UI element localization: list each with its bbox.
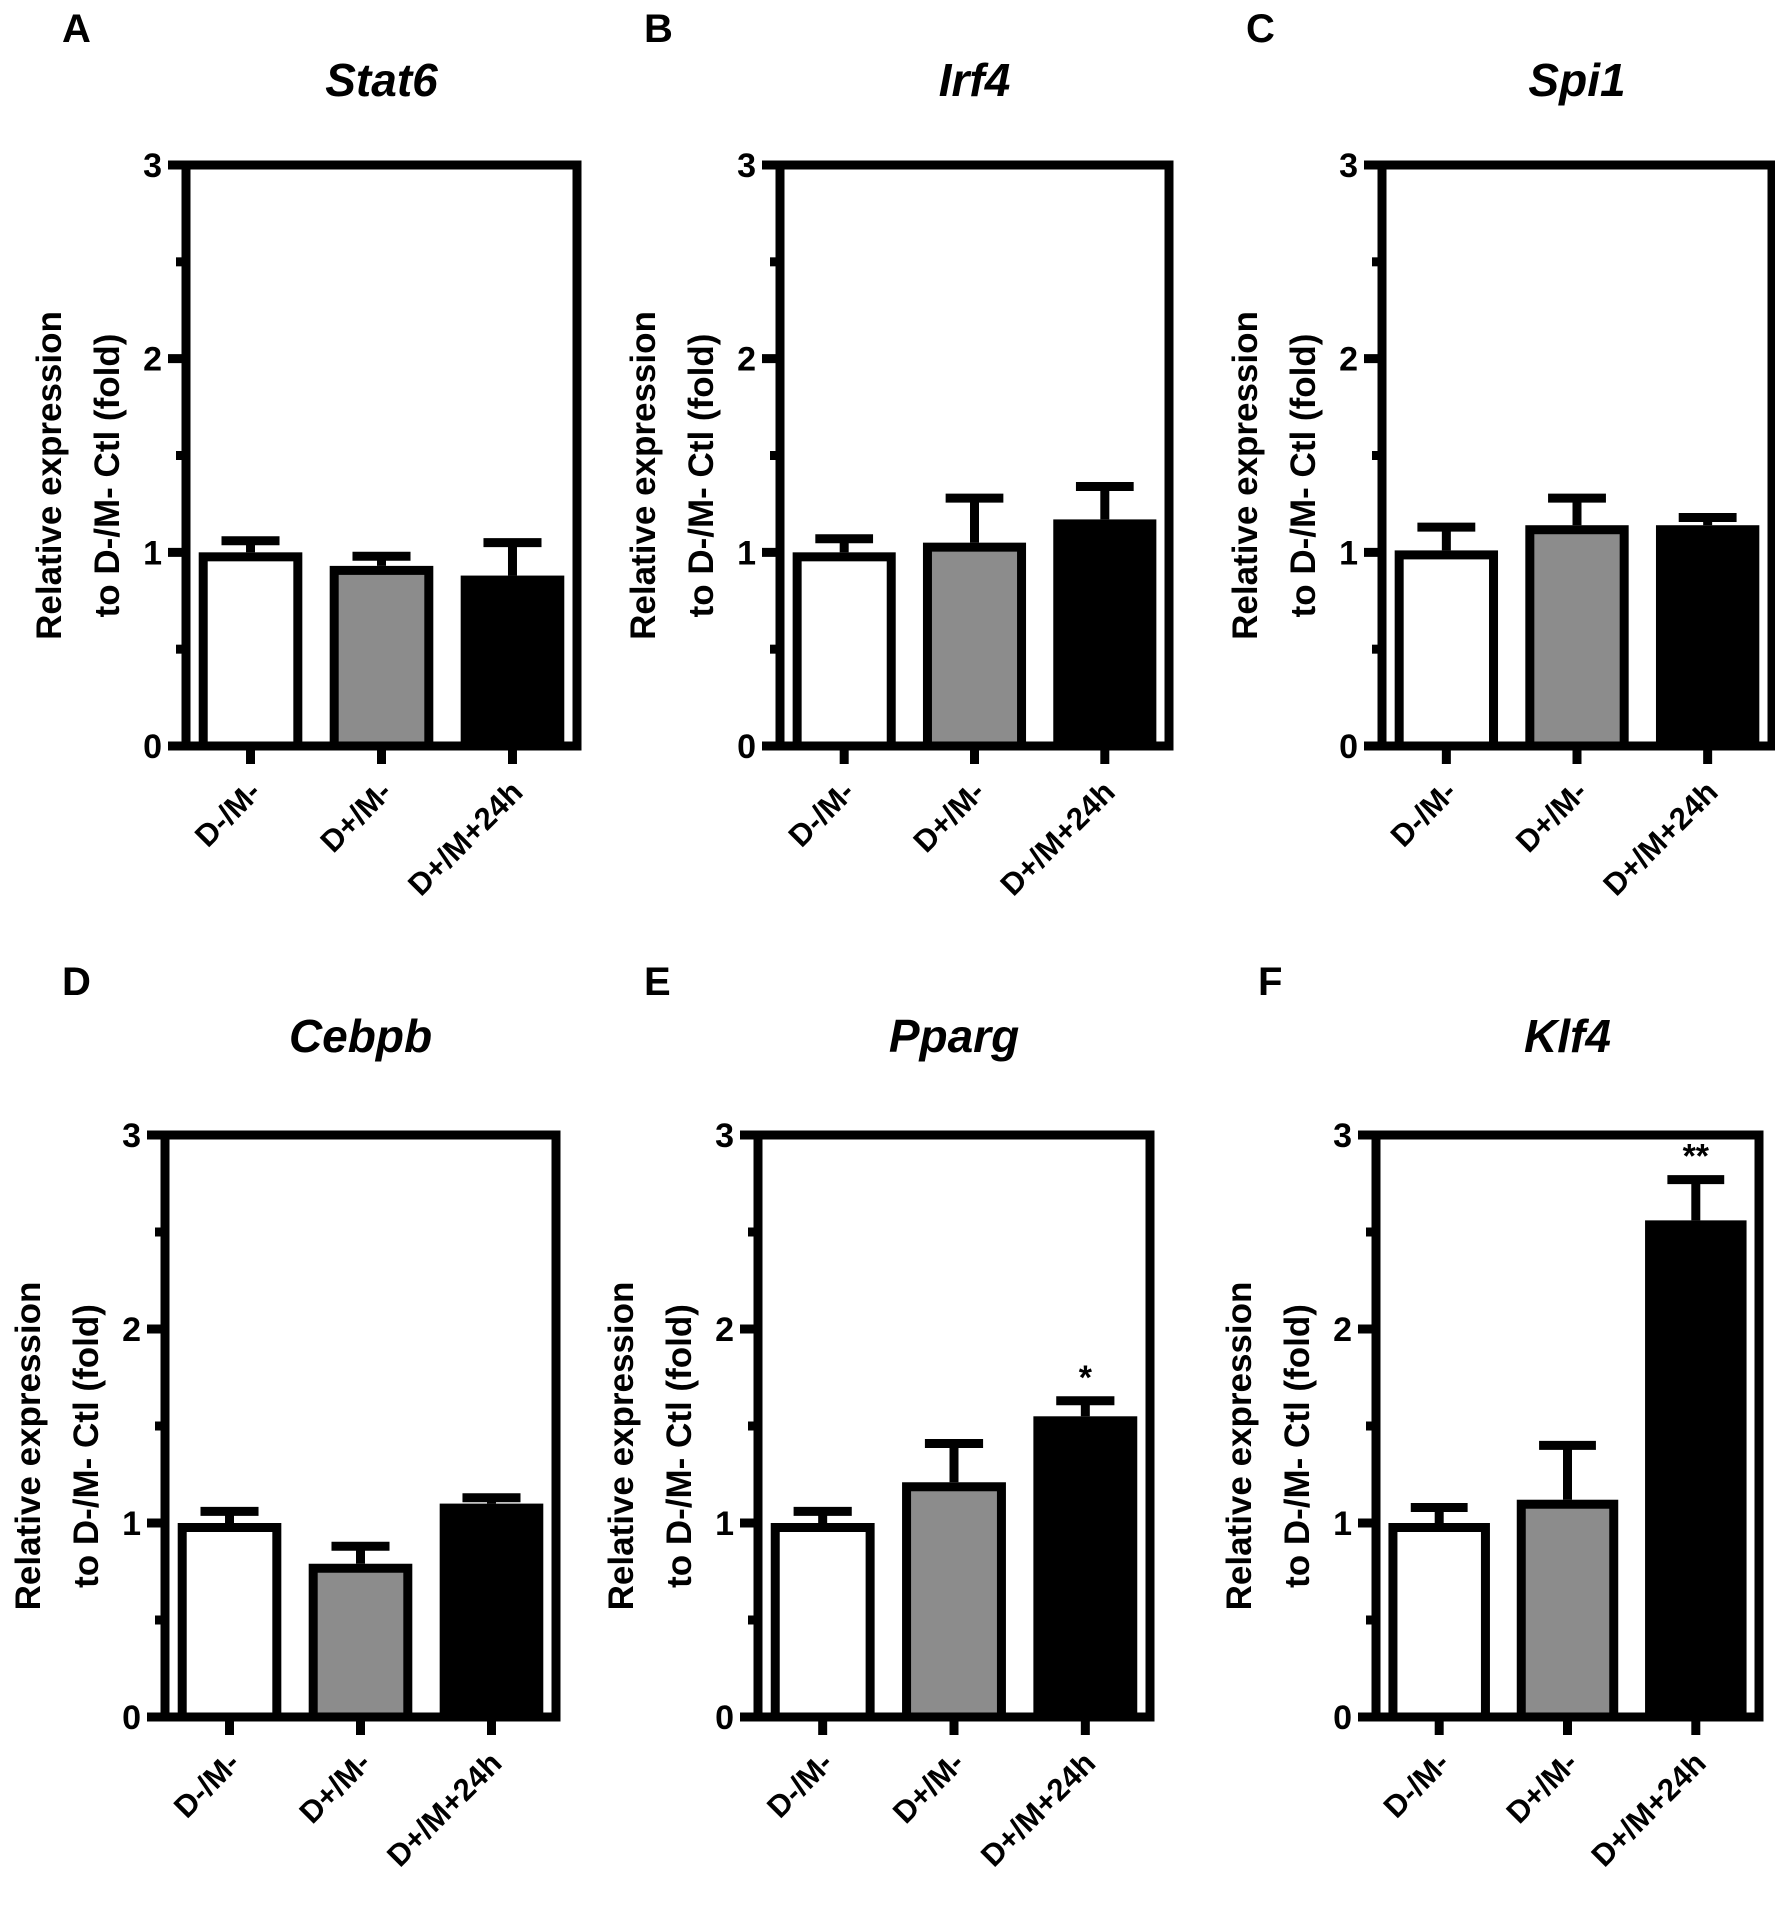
y-axis-label: to D-/M- Ctl (fold) (67, 1304, 106, 1588)
panel-letter: C (1246, 7, 1275, 51)
y-axis-label: to D-/M- Ctl (fold) (1284, 334, 1323, 618)
panel-title: Spi1 (1528, 54, 1625, 106)
x-category-label: D+/M+24h (993, 774, 1121, 902)
y-axis-label: Relative expression (9, 1282, 48, 1611)
x-category-label: D-/M- (167, 1745, 247, 1825)
y-axis-label: to D-/M- Ctl (fold) (88, 334, 127, 618)
x-category-label: D+/M- (1499, 1745, 1584, 1830)
x-category-label: D-/M- (1384, 774, 1464, 854)
y-axis-label: to D-/M- Ctl (fold) (1278, 1304, 1317, 1588)
bar (460, 575, 565, 751)
y-tick-label: 2 (1339, 341, 1358, 379)
x-category-label: D+/M+24h (1596, 774, 1724, 902)
x-category-label: D-/M- (188, 774, 268, 854)
panel-title: Irf4 (939, 54, 1011, 106)
y-tick-label: 3 (143, 147, 162, 185)
bar (439, 1503, 544, 1722)
y-tick-label: 2 (122, 1311, 141, 1349)
y-tick-label: 3 (1339, 147, 1358, 185)
y-tick-label: 1 (143, 534, 162, 572)
panel-letter: F (1258, 960, 1282, 1004)
bar (770, 1523, 875, 1722)
bar (1645, 1220, 1747, 1722)
x-category-label: D+/M- (906, 774, 991, 859)
bar (922, 542, 1027, 751)
y-tick-label: 1 (122, 1505, 141, 1543)
x-category-label: D+/M- (886, 1745, 971, 1830)
x-category-label: D+/M- (292, 1745, 377, 1830)
x-category-label: D-/M- (760, 1745, 840, 1825)
y-tick-label: 0 (1339, 728, 1358, 766)
y-axis-label: Relative expression (30, 311, 69, 640)
x-category-label: D+/M+24h (401, 774, 529, 902)
bar (1388, 1523, 1490, 1722)
x-category-label: D+/M- (313, 774, 398, 859)
bar (1525, 525, 1629, 751)
bar (198, 552, 303, 751)
y-tick-label: 2 (737, 341, 756, 379)
panel-f: F Klf4 Relative expression to D-/M- Ctl (fo… (1220, 960, 1764, 1874)
y-tick-label: 1 (715, 1505, 734, 1543)
x-category-label: D+/M+24h (380, 1745, 508, 1873)
x-category-label: D-/M- (782, 774, 862, 854)
x-category-label: D+/M+24h (974, 1745, 1102, 1873)
y-tick-label: 0 (143, 728, 162, 766)
y-tick-label: 0 (122, 1699, 141, 1737)
x-category-label: D+/M- (1509, 774, 1594, 859)
panel-e: E Pparg Relative expression to D-/M- Ctl (f… (602, 960, 1155, 1874)
y-axis-label: Relative expression (624, 311, 663, 640)
y-tick-label: 3 (1333, 1117, 1352, 1155)
y-tick-label: 3 (122, 1117, 141, 1155)
y-tick-label: 0 (1333, 1699, 1352, 1737)
y-tick-label: 0 (737, 728, 756, 766)
panel-c: C Spi1 Relative expression to D-/M- Ctl (fo… (1226, 7, 1775, 903)
panel-title: Stat6 (325, 54, 438, 106)
y-axis-label: to D-/M- Ctl (fold) (660, 1304, 699, 1588)
bar (792, 552, 896, 751)
bar (177, 1523, 282, 1722)
y-tick-label: 2 (715, 1311, 734, 1349)
y-axis-label: Relative expression (1226, 311, 1265, 640)
y-tick-label: 2 (1333, 1311, 1352, 1349)
y-tick-label: 1 (1333, 1505, 1352, 1543)
y-tick-label: 3 (715, 1117, 734, 1155)
panel-letter: E (644, 960, 671, 1004)
panel-letter: D (62, 960, 91, 1004)
panel-title: Cebpb (289, 1010, 432, 1062)
y-tick-label: 1 (737, 534, 756, 572)
y-tick-label: 2 (143, 341, 162, 379)
significance-marker: ** (1683, 1138, 1710, 1176)
panel-b: B Irf4 Relative expression to D-/M- Ctl (fo… (624, 7, 1174, 903)
bar (308, 1563, 413, 1722)
bar (1053, 519, 1157, 751)
x-category-label: D+/M+24h (1584, 1745, 1712, 1873)
panel-letter: A (62, 7, 91, 51)
y-tick-label: 1 (1339, 534, 1358, 572)
y-axis-label: Relative expression (602, 1282, 641, 1611)
panel-a: A Stat6 Relative expression to D-/M- Ctl (f… (30, 7, 582, 903)
bar (1033, 1416, 1138, 1722)
bar (329, 565, 434, 751)
y-axis-label: Relative expression (1220, 1282, 1259, 1611)
y-axis-label: to D-/M- Ctl (fold) (682, 334, 721, 618)
y-tick-label: 3 (737, 147, 756, 185)
bar (1655, 525, 1760, 751)
panel-letter: B (644, 7, 673, 51)
panel-d: D Cebpb Relative expression to D-/M- Ctl (f… (9, 960, 561, 1874)
bar (902, 1482, 1006, 1722)
bar (1516, 1499, 1619, 1722)
panel-title: Pparg (889, 1010, 1019, 1062)
x-category-label: D-/M- (1377, 1745, 1457, 1825)
bar (1394, 550, 1499, 751)
y-tick-label: 0 (715, 1699, 734, 1737)
significance-marker: * (1079, 1359, 1093, 1397)
panel-title: Klf4 (1524, 1010, 1611, 1062)
